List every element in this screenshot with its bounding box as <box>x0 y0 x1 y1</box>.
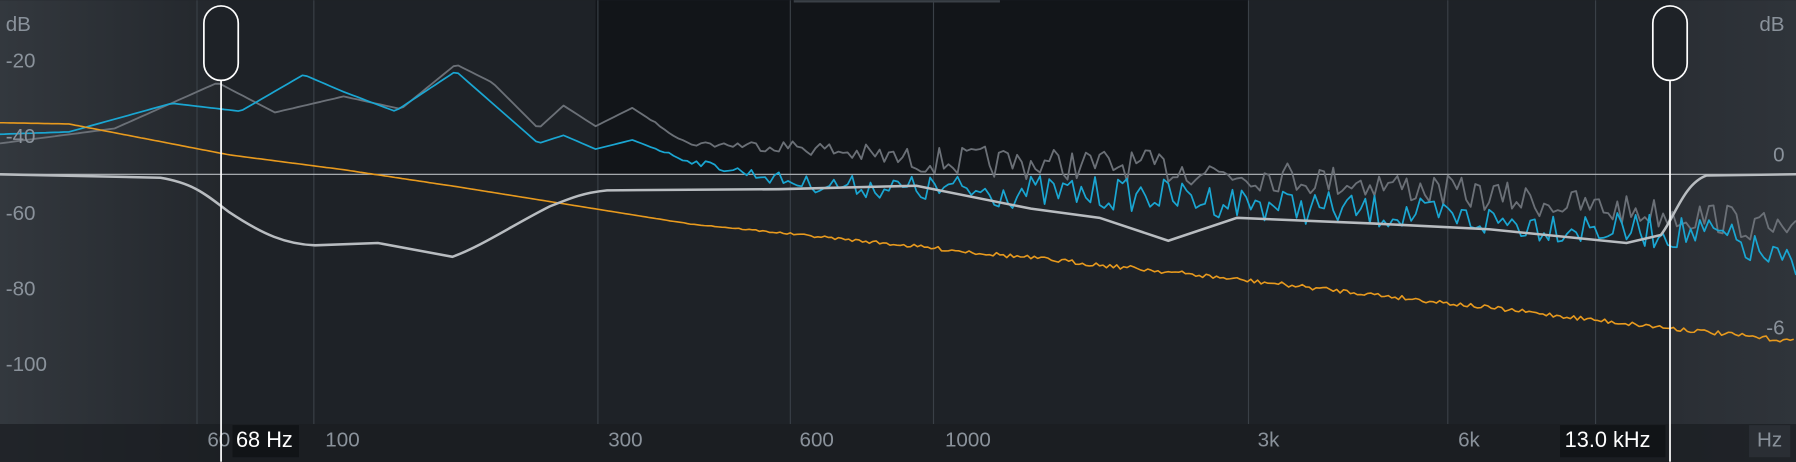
dark-region <box>595 0 1249 175</box>
left-tick: -80 <box>6 277 36 300</box>
freq-label: 1000 <box>945 429 991 452</box>
freq-strip <box>0 424 1796 462</box>
freq-label: 6k <box>1458 429 1480 452</box>
freq-label: 600 <box>799 429 833 452</box>
cut-region-left <box>0 0 222 462</box>
spectrum-current <box>0 71 1796 276</box>
unit-box <box>1749 425 1791 458</box>
spectrum-average <box>0 121 1794 343</box>
freq-label: 60 <box>207 429 230 452</box>
handle-label: 13.0 kHz <box>1565 427 1651 452</box>
handle-label: 68 Hz <box>236 427 293 452</box>
freq-unit: Hz <box>1757 429 1782 452</box>
spectrum-peak <box>0 64 1796 241</box>
left-tick: -40 <box>6 125 36 148</box>
handle-label-bg <box>1560 425 1666 458</box>
freq-label: 3k <box>1258 429 1280 452</box>
handle-cap[interactable] <box>1651 5 1689 82</box>
left-unit: dB <box>6 13 31 36</box>
freq-label: 100 <box>325 429 359 452</box>
filter-response <box>0 173 1796 259</box>
handle-low[interactable]: 68 Hz <box>203 5 299 462</box>
right-tick: 0 <box>1773 143 1784 166</box>
right-tick: -6 <box>1766 316 1784 339</box>
left-tick: -100 <box>6 353 47 376</box>
top-tab <box>793 0 1000 3</box>
left-tick: -20 <box>6 49 36 72</box>
grid <box>196 0 1597 425</box>
handle-high[interactable]: 13.0 kHz <box>1560 5 1689 462</box>
handle-cap[interactable] <box>203 5 240 82</box>
handle-label-bg <box>232 425 299 458</box>
right-unit: dB <box>1759 13 1784 36</box>
left-tick: -60 <box>6 202 36 225</box>
curves <box>0 64 1796 343</box>
freq-label: 300 <box>608 429 642 452</box>
